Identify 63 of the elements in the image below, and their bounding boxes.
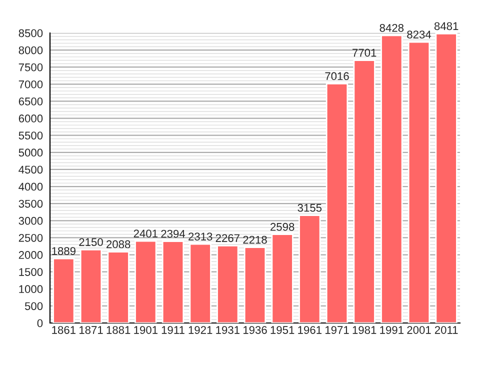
y-tick-label: 3500 [18, 200, 43, 208]
y-tick-label: 500 [24, 302, 43, 310]
data-label: 8234 [407, 30, 432, 38]
bar [298, 214, 321, 323]
bar [271, 234, 294, 323]
y-tick-label: 7000 [18, 80, 43, 88]
data-label: 7016 [325, 72, 349, 80]
data-label: 1889 [52, 247, 76, 255]
x-tick-label: 1971 [325, 326, 349, 334]
data-label: 2313 [188, 232, 212, 240]
y-tick-label: 6500 [18, 98, 43, 106]
bar [189, 243, 212, 323]
data-label: 2088 [106, 240, 130, 248]
y-tick-label: 8500 [18, 29, 43, 38]
y-tick-label: 4500 [18, 166, 43, 174]
data-label: 8428 [380, 24, 404, 32]
x-tick-label: 1921 [188, 326, 212, 334]
x-tick-label: 1881 [106, 326, 130, 334]
bar [107, 251, 130, 323]
data-label: 2218 [243, 236, 267, 244]
y-tick-label: 6000 [18, 114, 43, 122]
bar [380, 34, 403, 323]
data-label: 3155 [298, 204, 322, 212]
data-label: 2401 [134, 230, 158, 238]
bar [162, 240, 184, 323]
y-tick-label: 8000 [18, 46, 43, 54]
x-tick-label: 1861 [52, 326, 76, 334]
x-tick-label: 1981 [352, 326, 376, 334]
bar [244, 246, 266, 323]
y-tick-label: 2000 [18, 251, 43, 259]
bar [408, 41, 430, 323]
x-tick-label: 2001 [407, 326, 431, 334]
y-tick-label: 2500 [18, 234, 43, 242]
x-tick-label: 1901 [134, 326, 158, 334]
x-tick-label: 1951 [270, 326, 294, 334]
data-label: 2598 [270, 222, 294, 231]
bar [216, 244, 239, 323]
x-tick-label: 1991 [380, 326, 404, 334]
y-tick-label: 5500 [18, 132, 43, 140]
y-tick-label: 1500 [19, 268, 43, 276]
x-tick-label: 1961 [298, 326, 322, 334]
x-tick-label: 1936 [243, 326, 267, 334]
y-tick-label: 7500 [18, 63, 43, 72]
bar [353, 60, 376, 323]
bar [134, 240, 157, 323]
y-tick-label: 0 [37, 319, 43, 328]
x-tick-label: 2011 [434, 326, 458, 334]
data-label: 7701 [352, 48, 376, 57]
data-label: 2267 [216, 234, 240, 242]
y-tick-label: 5000 [18, 148, 43, 157]
x-tick-label: 1871 [79, 326, 103, 334]
y-tick-label: 4000 [18, 182, 43, 191]
data-label: 2394 [161, 230, 186, 238]
y-tick-label: 3000 [18, 216, 43, 225]
bar [326, 82, 348, 323]
bar [80, 248, 102, 323]
bar [435, 33, 458, 323]
y-tick-label: 1000 [19, 285, 43, 294]
data-label: 8481 [434, 22, 458, 30]
x-tick-label: 1911 [162, 326, 184, 334]
bar [52, 258, 75, 323]
x-tick-label: 1931 [216, 326, 240, 334]
data-label: 2150 [79, 238, 103, 246]
